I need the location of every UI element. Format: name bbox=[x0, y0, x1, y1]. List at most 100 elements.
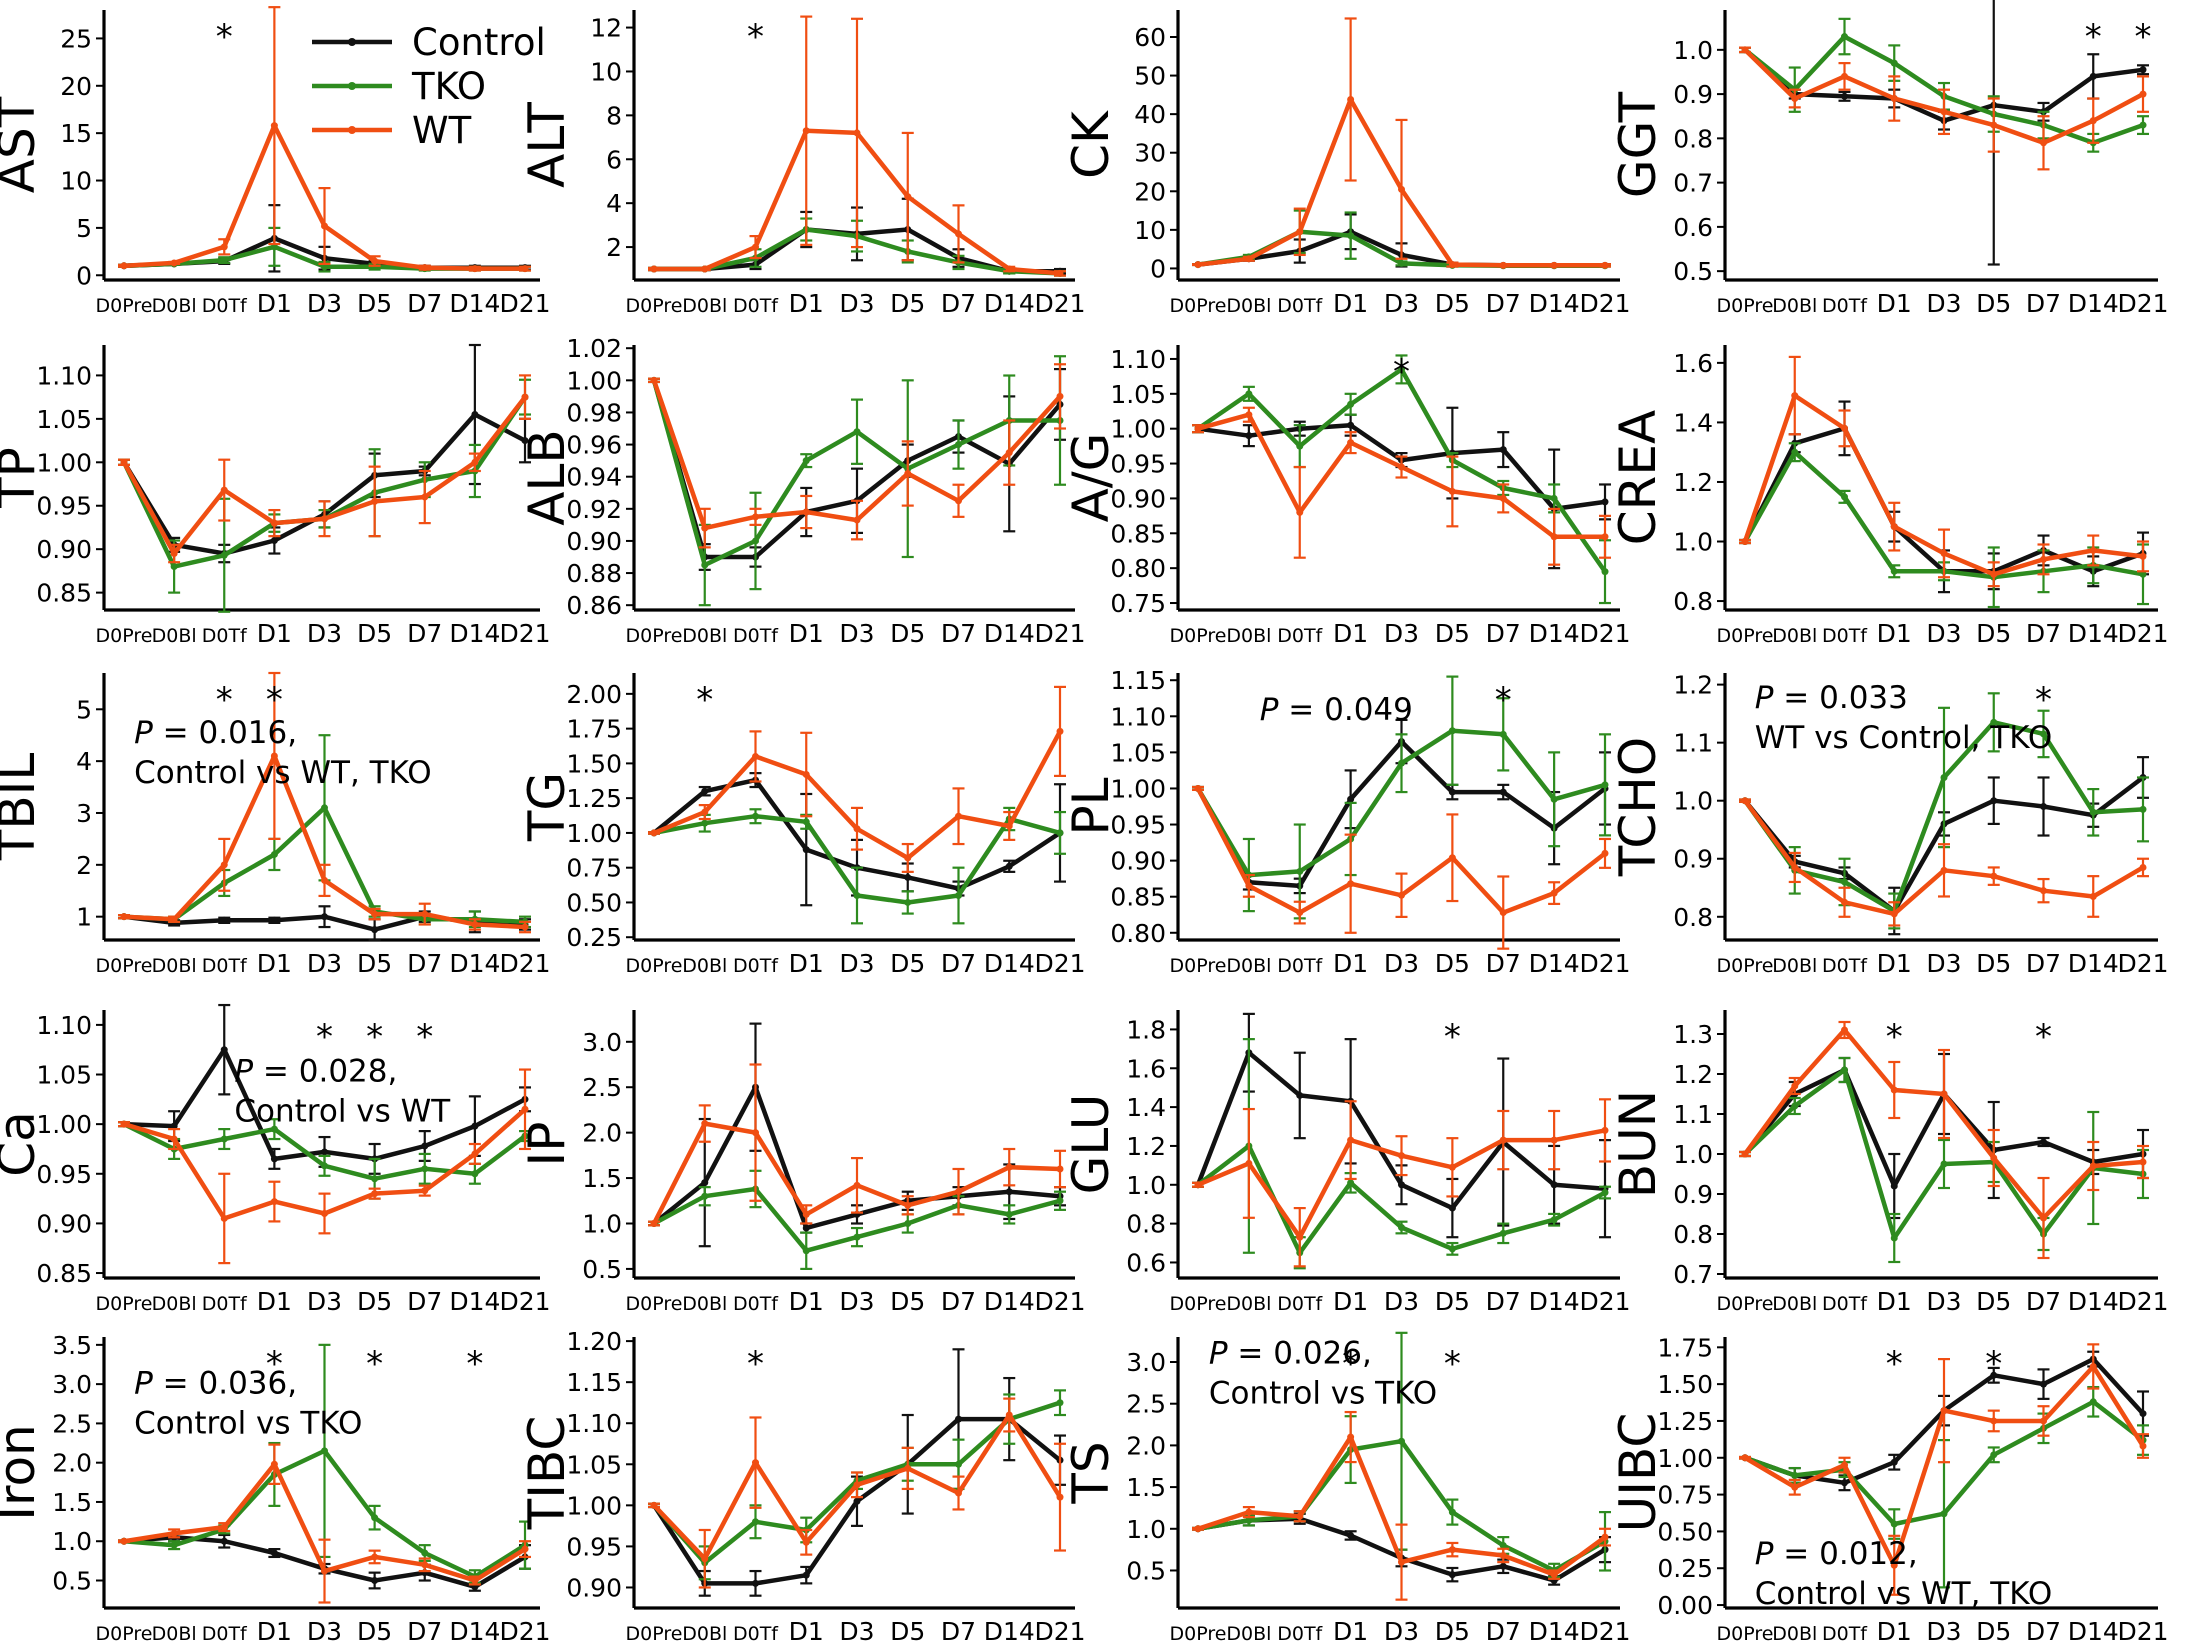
data-point bbox=[802, 1571, 810, 1579]
data-point bbox=[1056, 1493, 1064, 1501]
p-value-comparison: Control vs WT, TKO bbox=[134, 755, 432, 791]
x-tick-label: D0Tf bbox=[1822, 955, 1868, 977]
data-point bbox=[802, 457, 810, 465]
x-tick-label: D0Tf bbox=[202, 955, 248, 977]
significance-star: * bbox=[466, 1344, 483, 1384]
y-tick-label: 1.25 bbox=[566, 784, 622, 813]
data-point bbox=[1550, 1181, 1558, 1189]
data-point bbox=[220, 1523, 228, 1531]
x-tick-label: D0Bl bbox=[682, 955, 727, 977]
data-point bbox=[321, 1148, 328, 1156]
y-axis-label: BUN bbox=[1609, 1090, 1667, 1198]
series-wt bbox=[1192, 1410, 1611, 1601]
x-tick-label: D3 bbox=[1384, 619, 1419, 648]
significance-star: * bbox=[216, 17, 233, 57]
x-tick-label: D0Bl bbox=[682, 1293, 727, 1315]
y-tick-label: 0.7 bbox=[1673, 1260, 1713, 1289]
x-tick-label: D5 bbox=[1976, 949, 2011, 978]
panel-alt: 2 4 6 8 10 12 D0Pre D0Bl D0Tf D1 D3 D5 D7 D14 D21 ALT * bbox=[518, 10, 1086, 318]
data-point bbox=[270, 122, 278, 130]
data-point bbox=[1741, 797, 1749, 805]
x-tick-label: D5 bbox=[890, 289, 925, 318]
data-point bbox=[170, 1135, 178, 1143]
data-point bbox=[701, 819, 709, 827]
x-tick-label: D1 bbox=[257, 619, 292, 648]
y-tick-label: 1.00 bbox=[1110, 774, 1166, 803]
y-axis-label: GGT bbox=[1609, 91, 1667, 198]
x-tick-label: D1 bbox=[257, 949, 292, 978]
p-value-comparison: Control vs TKO bbox=[134, 1406, 362, 1442]
data-point bbox=[1791, 95, 1799, 103]
data-point bbox=[1347, 400, 1355, 408]
data-point bbox=[2139, 66, 2147, 74]
data-point bbox=[421, 1165, 429, 1173]
y-tick-label: 0.75 bbox=[1110, 589, 1166, 618]
x-tick-label: D21 bbox=[499, 619, 550, 648]
series-wt bbox=[648, 363, 1066, 549]
data-point bbox=[1245, 432, 1253, 440]
data-point bbox=[904, 854, 912, 862]
y-tick-label: 0.50 bbox=[1657, 1517, 1713, 1546]
y-tick-label: 20 bbox=[1134, 177, 1166, 206]
data-point bbox=[1398, 463, 1405, 471]
data-point bbox=[2089, 117, 2097, 125]
x-tick-label: D3 bbox=[1926, 1617, 1961, 1646]
data-point bbox=[955, 812, 962, 820]
data-point bbox=[120, 262, 128, 270]
x-tick-label: D1 bbox=[1877, 949, 1912, 978]
data-point bbox=[1194, 425, 1202, 433]
data-point bbox=[1550, 795, 1558, 803]
y-tick-label: 1.6 bbox=[1126, 1054, 1166, 1083]
data-point bbox=[1005, 1163, 1013, 1171]
data-point bbox=[1347, 1433, 1355, 1441]
p-value-annotation: P = 0.049 bbox=[1260, 692, 1413, 728]
p-symbol: P bbox=[1755, 680, 1774, 716]
x-tick-label: D7 bbox=[941, 619, 976, 648]
data-point bbox=[1448, 1245, 1456, 1253]
x-tick-label: D21 bbox=[1579, 619, 1630, 648]
data-point bbox=[1398, 1437, 1405, 1445]
data-point bbox=[471, 1150, 479, 1158]
data-point bbox=[2089, 72, 2097, 80]
data-point bbox=[1841, 72, 1848, 80]
x-tick-label: D1 bbox=[1877, 289, 1912, 318]
x-tick-label: D21 bbox=[1034, 289, 1085, 318]
data-point bbox=[904, 1464, 912, 1472]
data-point bbox=[1347, 439, 1355, 447]
x-tick-label: D0Bl bbox=[152, 625, 197, 647]
panel-ts: 0.5 1.0 1.5 2.0 2.5 3.0 D0Pre D0Bl D0Tf D1 D3 D5 D7 D… bbox=[1062, 1331, 1631, 1646]
data-point bbox=[1499, 1562, 1507, 1570]
data-point bbox=[371, 926, 379, 934]
panel-tibc: 0.90 0.95 1.00 1.05 1.10 1.15 1.20 D0Pre D0Bl D0T… bbox=[518, 1327, 1086, 1646]
x-tick-label: D7 bbox=[407, 1287, 442, 1316]
data-point bbox=[1398, 365, 1405, 373]
x-tick-label: D0Tf bbox=[1277, 955, 1323, 977]
series-wt bbox=[118, 374, 531, 564]
x-tick-label: D0Tf bbox=[202, 625, 248, 647]
series-wt bbox=[1739, 355, 2149, 588]
data-point bbox=[1940, 108, 1948, 116]
data-point bbox=[1245, 390, 1253, 398]
data-point bbox=[120, 1537, 128, 1545]
data-point bbox=[371, 1514, 379, 1522]
x-tick-label: D1 bbox=[1333, 289, 1368, 318]
data-point bbox=[1347, 1179, 1355, 1187]
data-point bbox=[904, 1201, 912, 1209]
x-tick-label: D1 bbox=[1333, 949, 1368, 978]
data-point bbox=[955, 892, 962, 899]
x-tick-label: D5 bbox=[357, 1287, 392, 1316]
x-tick-label: D0Tf bbox=[733, 1293, 779, 1315]
x-tick-label: D7 bbox=[407, 619, 442, 648]
data-point bbox=[1990, 1154, 1998, 1162]
data-point bbox=[1296, 1091, 1304, 1099]
data-point bbox=[371, 1553, 379, 1561]
significance-star: * bbox=[696, 680, 713, 720]
y-tick-label: 1.20 bbox=[566, 1327, 622, 1356]
data-point bbox=[752, 243, 759, 251]
x-tick-label: D5 bbox=[890, 1287, 925, 1316]
data-point bbox=[1056, 1165, 1064, 1173]
y-tick-label: 1.0 bbox=[1126, 1515, 1166, 1544]
p-value-annotation: P = 0.028, bbox=[234, 1053, 397, 1089]
data-point bbox=[853, 1481, 861, 1489]
